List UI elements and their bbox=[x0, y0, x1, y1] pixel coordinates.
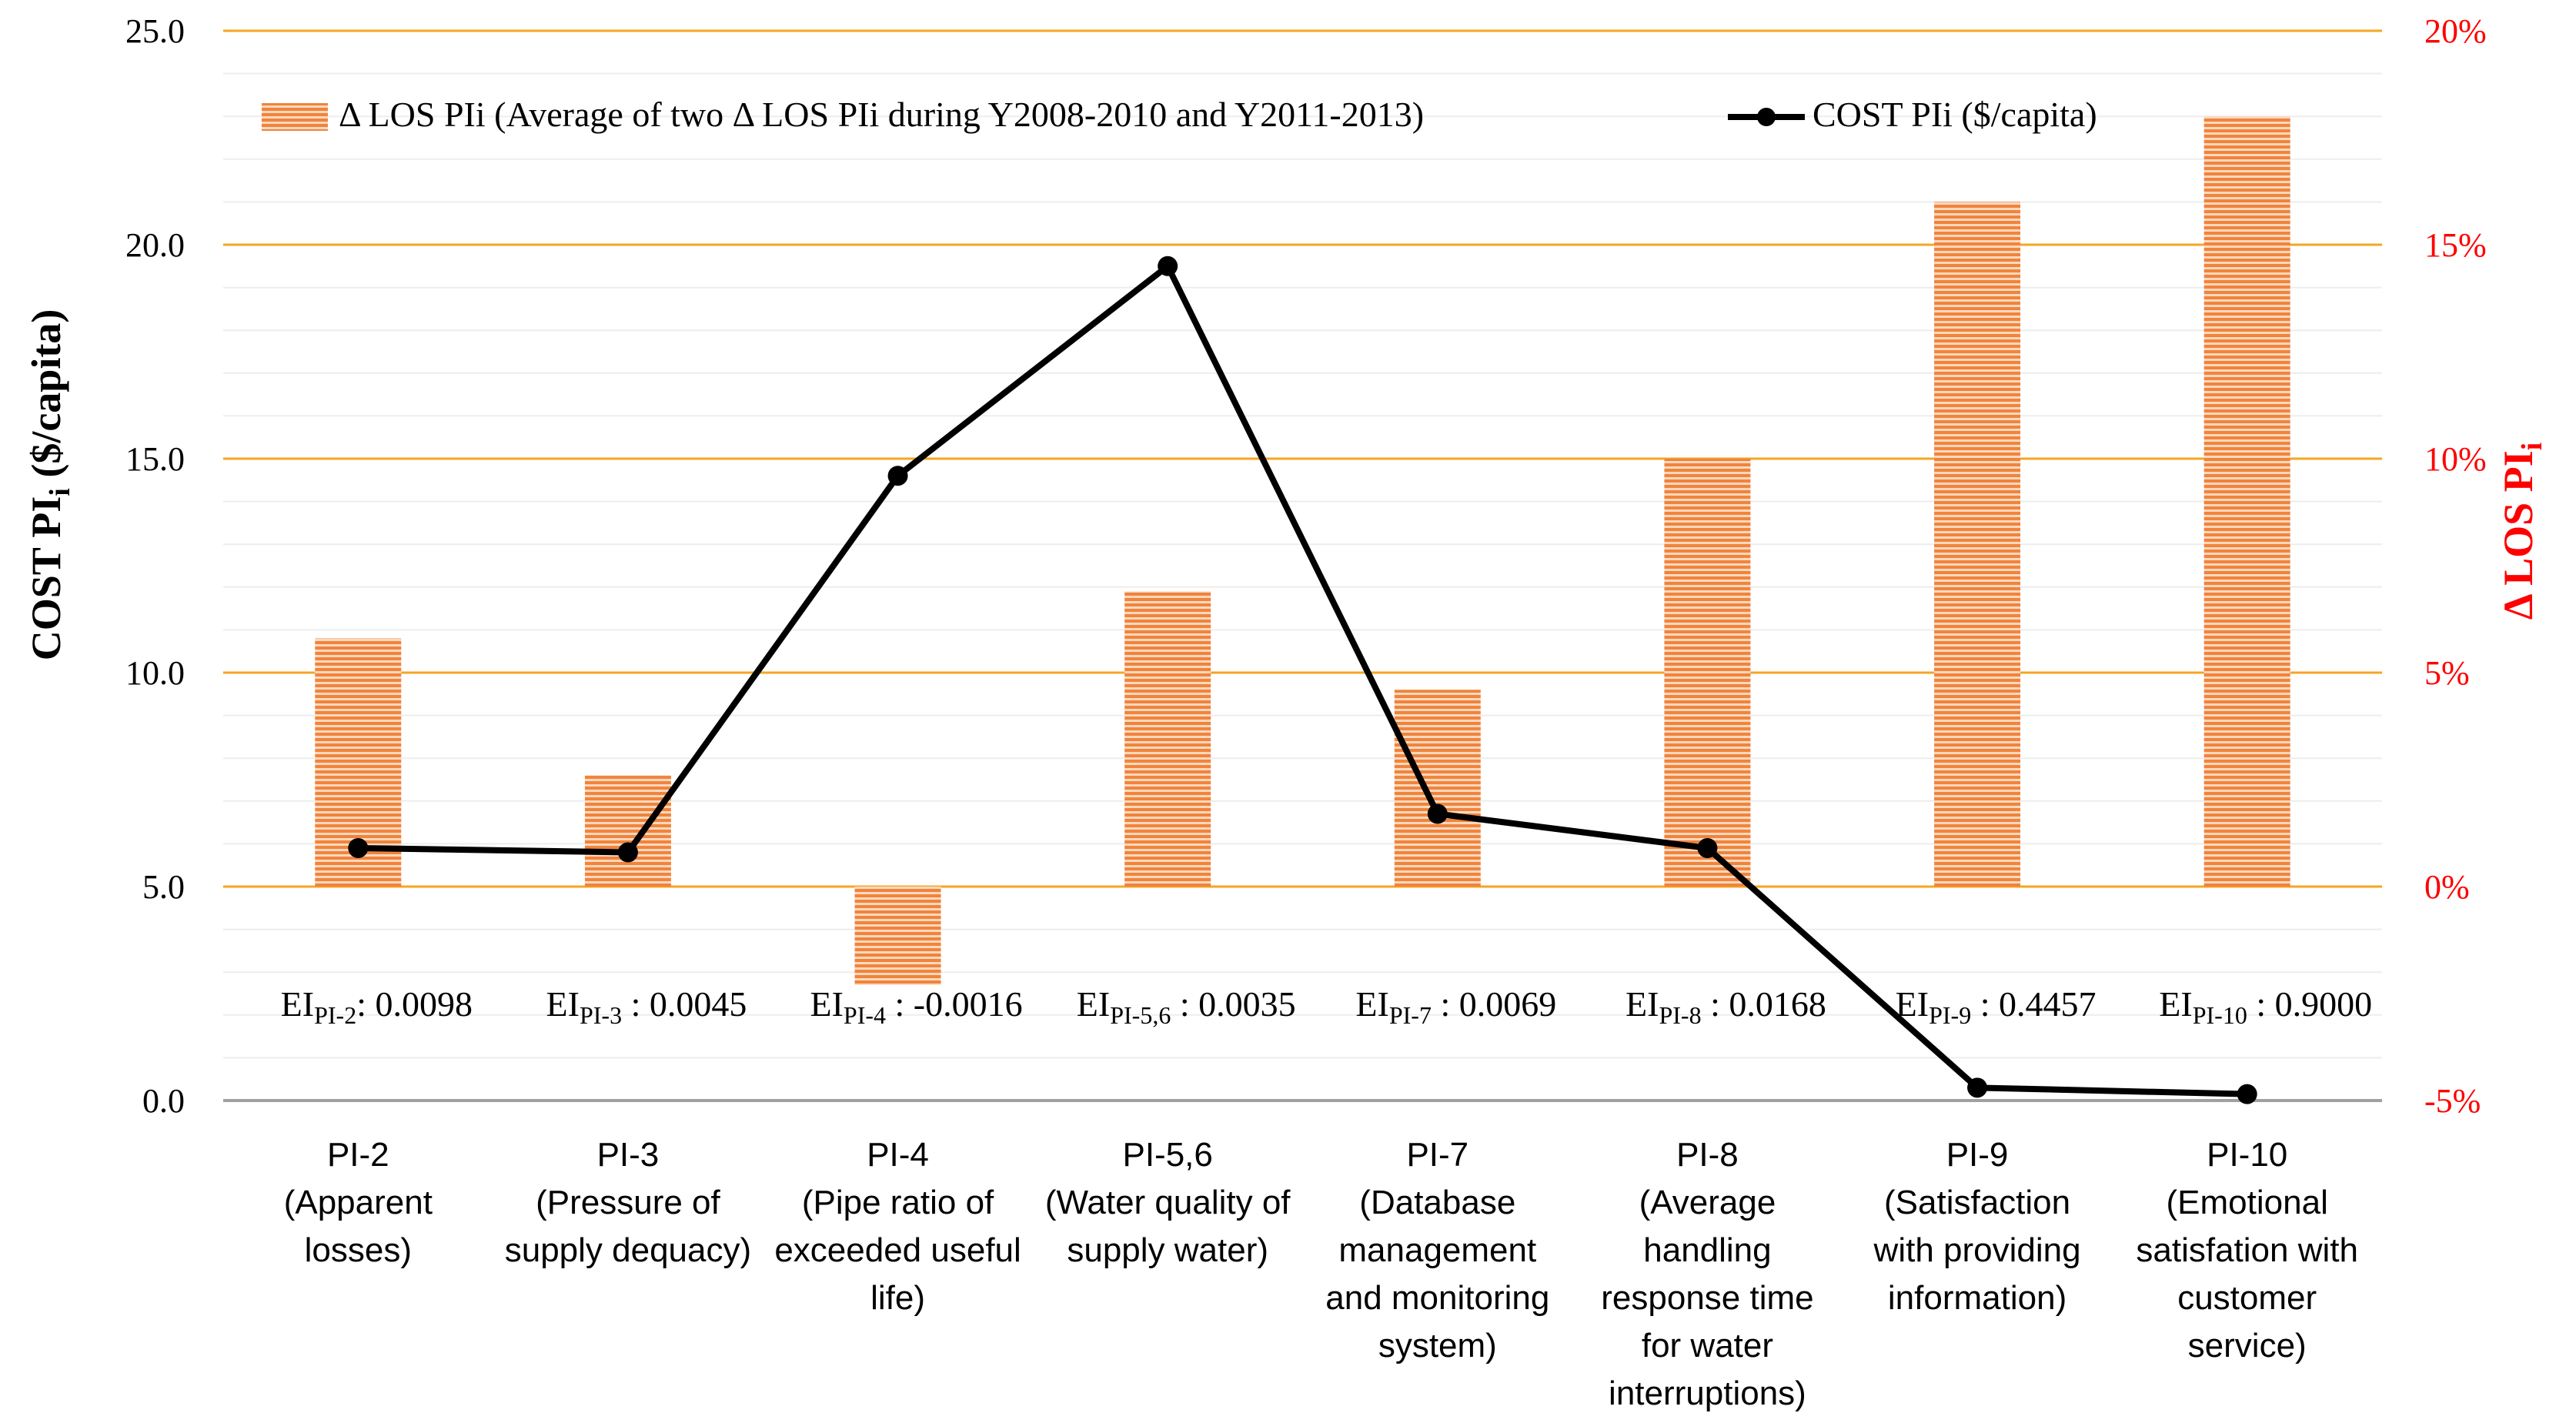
right-tick-label: 0% bbox=[2424, 868, 2470, 906]
legend-line-label: COST PIi ($/capita) bbox=[1813, 95, 2097, 134]
category-label: PI-3 bbox=[597, 1136, 660, 1174]
category-label: supply water) bbox=[1067, 1231, 1268, 1269]
category-label: life) bbox=[870, 1279, 925, 1317]
category-label: exceeded useful bbox=[774, 1231, 1021, 1269]
right-tick-label: 20% bbox=[2424, 12, 2487, 50]
bar-PI-8 bbox=[1664, 459, 1751, 887]
category-label: PI-5,6 bbox=[1122, 1136, 1212, 1174]
category-label: response time bbox=[1601, 1279, 1813, 1317]
bar-series bbox=[315, 116, 2290, 985]
category-label: (Database bbox=[1359, 1184, 1515, 1221]
ei-label-PI-9: EIPI-9 : 0.4457 bbox=[1896, 984, 2097, 1029]
category-label: customer bbox=[2177, 1279, 2317, 1317]
right-axis-title: Δ LOS PIi bbox=[2495, 443, 2548, 620]
left-tick-label: 10.0 bbox=[125, 654, 185, 692]
category-label: PI-4 bbox=[867, 1136, 929, 1174]
category-label: (Pressure of bbox=[536, 1184, 720, 1221]
category-label: and monitoring bbox=[1325, 1279, 1549, 1317]
left-tick-label: 0.0 bbox=[142, 1082, 185, 1120]
category-label: (Average bbox=[1639, 1184, 1776, 1221]
ei-label-PI-5,6: EIPI-5,6 : 0.0035 bbox=[1077, 984, 1296, 1029]
cost-point-PI-5,6 bbox=[1158, 256, 1178, 276]
bar-PI-7 bbox=[1394, 690, 1481, 887]
category-label: service) bbox=[2188, 1327, 2307, 1365]
cost-point-PI-9 bbox=[1967, 1077, 1988, 1098]
right-tick-label: 5% bbox=[2424, 654, 2470, 692]
cost-point-PI-4 bbox=[887, 466, 908, 486]
category-label: PI-9 bbox=[1946, 1136, 2009, 1174]
ei-label-PI-8: EIPI-8 : 0.0168 bbox=[1625, 984, 1826, 1029]
cost-point-PI-2 bbox=[348, 837, 369, 858]
right-tick-label: 15% bbox=[2424, 226, 2487, 264]
legend-line-marker bbox=[1757, 108, 1776, 126]
category-label: handling bbox=[1643, 1231, 1771, 1269]
left-tick-label: 20.0 bbox=[125, 226, 185, 264]
category-label: (Water quality of bbox=[1045, 1184, 1291, 1221]
bar-PI-3 bbox=[584, 775, 671, 887]
category-label: satisfation with bbox=[2136, 1231, 2358, 1269]
left-tick-label: 15.0 bbox=[125, 440, 185, 478]
legend-bar-label: Δ LOS PIi (Average of two Δ LOS PIi duri… bbox=[339, 95, 1424, 134]
major-gridlines bbox=[223, 29, 2382, 888]
category-label: (Pipe ratio of bbox=[802, 1184, 994, 1221]
line-series bbox=[348, 256, 2257, 1104]
left-axis-title: COST PIi ($/capita) bbox=[23, 309, 76, 661]
left-tick-label: 25.0 bbox=[125, 12, 185, 50]
category-label: (Emotional bbox=[2167, 1184, 2328, 1221]
right-tick-label: -5% bbox=[2424, 1082, 2481, 1120]
cost-point-PI-8 bbox=[1697, 837, 1718, 858]
category-label: interruptions) bbox=[1609, 1375, 1806, 1412]
cost-point-PI-10 bbox=[2237, 1084, 2257, 1104]
ei-label-PI-10: EIPI-10 : 0.9000 bbox=[2159, 984, 2372, 1029]
category-label: (Apparent bbox=[284, 1184, 433, 1221]
category-label: (Satisfaction bbox=[1884, 1184, 2070, 1221]
right-tick-label: 10% bbox=[2424, 440, 2487, 478]
cost-point-PI-7 bbox=[1427, 803, 1448, 824]
category-label: PI-10 bbox=[2207, 1136, 2287, 1174]
legend: Δ LOS PIi (Average of two Δ LOS PIi duri… bbox=[262, 95, 2097, 134]
bar-PI-5,6 bbox=[1124, 591, 1211, 887]
minor-gridlines bbox=[223, 72, 2382, 1059]
category-label: with providing bbox=[1873, 1231, 2081, 1269]
category-label: supply dequacy) bbox=[505, 1231, 751, 1269]
bar-PI-10 bbox=[2203, 116, 2290, 887]
category-label: PI-2 bbox=[327, 1136, 389, 1174]
category-label: losses) bbox=[305, 1231, 412, 1269]
left-tick-label: 5.0 bbox=[142, 868, 185, 906]
legend-bar-swatch bbox=[262, 103, 328, 131]
bar-PI-9 bbox=[1934, 202, 2021, 887]
category-label: for water bbox=[1642, 1327, 1773, 1365]
category-label: PI-8 bbox=[1676, 1136, 1739, 1174]
ei-annotations: EIPI-2: 0.0098 EIPI-3 : 0.0045 EIPI-4 : -0… bbox=[281, 984, 2372, 1029]
category-label: PI-7 bbox=[1406, 1136, 1468, 1174]
category-label: management bbox=[1338, 1231, 1536, 1269]
ei-label-PI-2: EIPI-2: 0.0098 bbox=[281, 984, 473, 1029]
cost-line bbox=[358, 262, 2247, 1097]
cost-point-PI-3 bbox=[617, 842, 638, 863]
ei-label-PI-4: EIPI-4 : -0.0016 bbox=[810, 984, 1022, 1029]
category-label: system) bbox=[1378, 1327, 1497, 1365]
ei-label-PI-7: EIPI-7 : 0.0069 bbox=[1355, 984, 1556, 1029]
ei-label-PI-3: EIPI-3 : 0.0045 bbox=[546, 984, 747, 1029]
category-labels: PI-2 (Apparent losses) PI-3 (Pressure of supp… bbox=[284, 1136, 2358, 1412]
category-label: information) bbox=[1888, 1279, 2066, 1317]
left-axis-ticks: 0.0 5.0 10.0 15.0 20.0 25.0 bbox=[125, 12, 185, 1120]
right-axis-ticks: -5% 0% 5% 10% 15% 20% bbox=[2424, 12, 2487, 1120]
bar-PI-4 bbox=[854, 887, 941, 985]
